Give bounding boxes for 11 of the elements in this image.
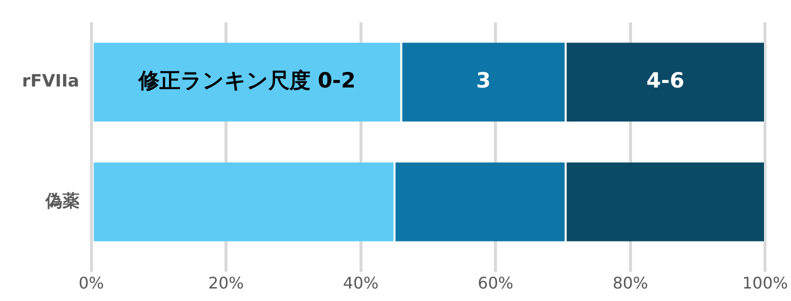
x-tick-label: 40% xyxy=(343,274,379,293)
x-tick-label: 80% xyxy=(612,274,648,293)
x-tick-label: 20% xyxy=(208,274,244,293)
x-tick-label: 0% xyxy=(78,274,104,293)
x-tick-label: 100% xyxy=(742,274,788,293)
series-label: 4-6 xyxy=(646,68,684,93)
y-tick-label: rFVIIa xyxy=(22,72,80,92)
x-tick-label: 60% xyxy=(478,274,514,293)
y-tick-label: 偽薬 xyxy=(44,191,80,212)
series-label: 3 xyxy=(476,68,491,93)
series-label: 修正ランキン尺度 0-2 xyxy=(137,68,356,93)
